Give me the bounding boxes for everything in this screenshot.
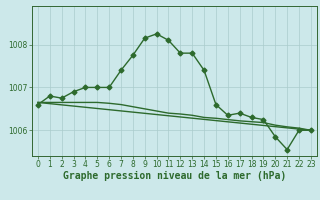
X-axis label: Graphe pression niveau de la mer (hPa): Graphe pression niveau de la mer (hPa) <box>63 171 286 181</box>
